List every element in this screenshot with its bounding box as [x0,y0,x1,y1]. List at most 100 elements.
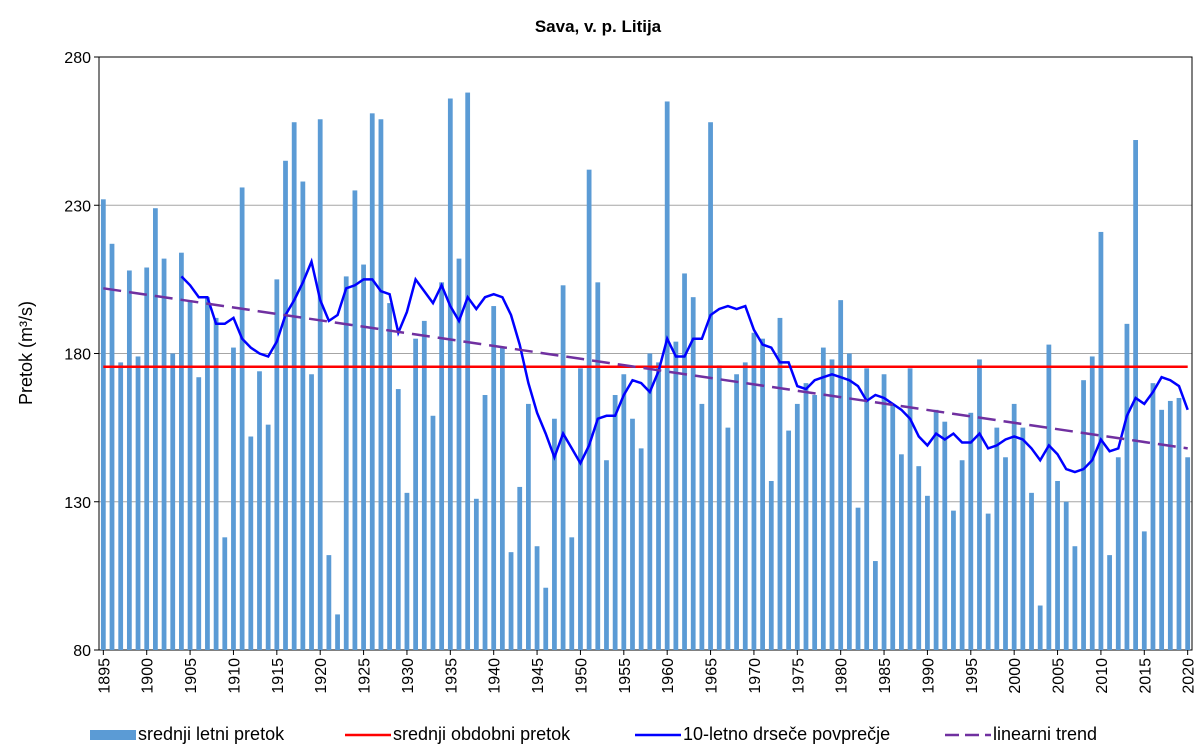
bar [716,365,722,650]
x-tick-label: 1970 [747,658,764,694]
bar [508,552,514,650]
bar [951,510,956,650]
bar [499,347,505,650]
y-tick-label: 180 [64,347,91,364]
x-tick-label: 1985 [877,658,894,694]
bar [682,273,687,650]
bar [543,587,549,650]
y-tick-label: 130 [64,495,91,512]
bar [1133,140,1139,650]
bar [465,92,471,650]
bar [161,258,167,650]
x-tick-label: 1945 [530,658,547,694]
bar [239,187,245,650]
bar [864,368,870,650]
bar [751,332,757,650]
bar [656,362,661,650]
bar [196,377,202,650]
x-tick-label: 1925 [357,658,374,694]
bar [439,282,445,650]
bar [317,119,323,650]
bar [899,454,904,650]
bar [213,317,219,650]
bar [205,297,210,650]
bar [872,561,878,650]
bar [1055,480,1060,650]
bar [1150,383,1156,650]
bar [829,359,835,650]
x-tick-label: 1995 [964,658,981,694]
bar [968,412,974,650]
bar [1003,457,1008,650]
bar [907,368,913,650]
bar [708,122,713,651]
x-tick-label: 1930 [400,658,417,694]
bar [1107,555,1112,650]
bar [725,427,731,650]
bar [647,353,653,650]
bar [309,374,314,650]
bar [257,371,262,650]
bar [395,389,401,650]
bar [734,374,739,650]
bar [803,383,809,650]
x-tick-label: 1975 [790,658,807,694]
bar [248,436,254,650]
bar [369,113,375,650]
x-tick-label: 1910 [226,658,243,694]
bar [820,347,826,650]
bar [1185,457,1191,650]
bar [925,495,930,650]
bar [100,199,106,650]
bar [1081,380,1086,650]
bar [413,338,419,650]
bar [760,338,765,650]
x-tick-label: 2005 [1051,658,1068,694]
x-tick-label: 1955 [617,658,634,694]
y-tick-label: 80 [73,643,91,660]
x-tick-label: 1950 [573,658,590,694]
bar [1072,546,1078,650]
x-tick-label: 2010 [1094,658,1111,694]
x-tick-label: 1920 [313,658,330,694]
bar [690,297,696,650]
bar [378,119,384,650]
y-axis-label: Pretok (m³/s) [16,301,36,405]
bar [881,374,887,650]
bar [118,362,124,650]
bar [933,409,939,650]
bar [144,267,150,650]
bar [977,359,982,650]
bar [152,208,158,650]
bar [812,395,818,650]
bar [1159,409,1165,650]
bar [300,181,306,650]
bar [170,353,176,650]
bar [352,190,358,651]
x-tick-label: 1990 [920,658,937,694]
bar [985,513,991,650]
chart-title: Sava, v. p. Litija [535,17,662,36]
bar [526,403,531,650]
bar [126,270,132,650]
bar [291,122,297,651]
bar [482,395,488,650]
bar [274,279,280,650]
bar [777,317,783,650]
bar [1037,605,1043,650]
bar [421,320,427,650]
plot-frame [98,56,1193,651]
bar [1115,457,1121,650]
x-tick-label: 1915 [270,658,287,694]
legend-label: linearni trend [993,724,1097,744]
bar [890,403,896,650]
bar [742,362,748,650]
y-tick-label: 280 [64,50,91,67]
bar [404,492,410,650]
bar [838,300,844,650]
bar [517,486,523,650]
bar [430,415,436,650]
bar [786,430,792,650]
bar [222,537,228,650]
bar [456,258,462,650]
